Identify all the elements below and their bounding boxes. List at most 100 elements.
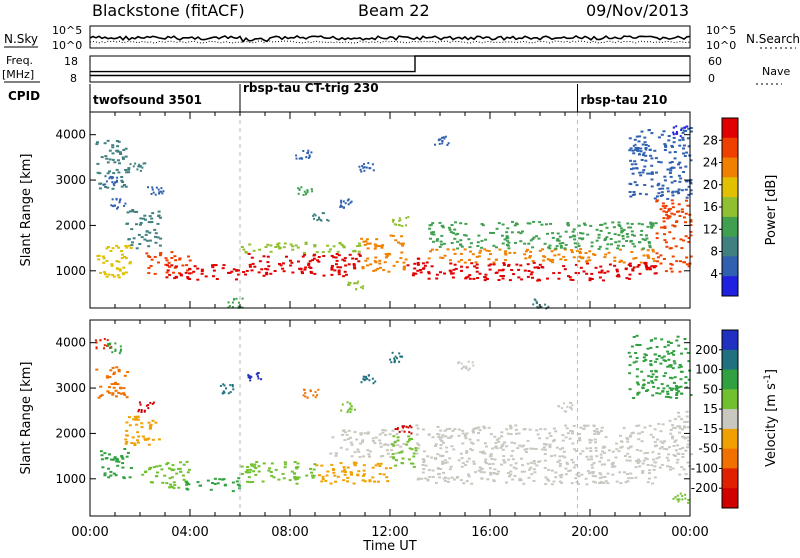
heatmap-cell: [115, 244, 119, 247]
heatmap-cell: [270, 462, 274, 465]
heatmap-cell: [505, 428, 509, 431]
heatmap-cell: [158, 254, 162, 257]
heatmap-cell: [685, 256, 689, 259]
heatmap-cell: [294, 244, 298, 247]
heatmap-cell: [600, 269, 604, 272]
heatmap-cell: [654, 265, 658, 268]
heatmap-cell: [355, 438, 359, 441]
heatmap-cell: [159, 237, 163, 240]
heatmap-cell: [489, 263, 493, 266]
heatmap-cell: [212, 275, 215, 278]
heatmap-cell: [396, 439, 400, 442]
heatmap-cell: [126, 371, 130, 373]
noise-search-line: [89, 40, 691, 44]
scatter-point: [401, 425, 404, 428]
heatmap-cell: [460, 465, 464, 468]
heatmap-cell: [548, 244, 552, 247]
heatmap-cell: [441, 226, 445, 229]
heatmap-cell: [269, 250, 273, 253]
heatmap-cell: [449, 465, 453, 468]
heatmap-cell: [448, 228, 452, 231]
heatmap-cell: [672, 166, 676, 169]
heatmap-cell: [371, 440, 375, 442]
heatmap-cell: [484, 458, 488, 461]
scatter-point: [675, 131, 678, 133]
heatmap-cell: [558, 235, 562, 238]
heatmap-cell: [572, 228, 576, 231]
heatmap-cell: [677, 386, 681, 389]
heatmap-cell: [310, 471, 314, 474]
heatmap-cell: [121, 156, 125, 159]
heatmap-cell: [659, 430, 663, 433]
heatmap-cell: [449, 262, 453, 265]
heatmap-cell: [647, 375, 651, 378]
heatmap-cell: [642, 459, 646, 462]
scatter-point: [147, 407, 150, 410]
heatmap-cell: [393, 441, 397, 444]
scatter-point: [371, 163, 374, 166]
heatmap-cell: [663, 179, 667, 182]
heatmap-cell: [500, 431, 504, 434]
heatmap-cell: [368, 455, 371, 458]
heatmap-cell: [682, 425, 686, 428]
heatmap-cell: [588, 250, 592, 253]
heatmap-cell: [636, 392, 640, 394]
scatter-point: [304, 193, 307, 196]
scatter-point: [140, 409, 143, 411]
heatmap-cell: [412, 452, 416, 455]
heatmap-cell: [619, 482, 623, 485]
heatmap-cell: [106, 139, 110, 142]
heatmap-cell: [116, 383, 120, 386]
heatmap-cell: [664, 145, 668, 148]
heatmap-cell: [125, 455, 129, 458]
heatmap-cell: [632, 361, 636, 364]
x-tick-label: 00:00: [671, 525, 708, 540]
heatmap-cell: [675, 388, 679, 391]
heatmap-cell: [441, 257, 445, 259]
heatmap-cell: [479, 451, 483, 453]
heatmap-cell: [415, 424, 419, 427]
colorbar-tick-label: -50: [698, 442, 718, 456]
heatmap-cell: [630, 251, 634, 253]
heatmap-cell: [494, 446, 498, 449]
heatmap-cell: [557, 271, 561, 274]
heatmap-cell: [618, 261, 622, 263]
heatmap-cell: [250, 464, 254, 467]
heatmap-cell: [160, 468, 164, 471]
heatmap-cell: [507, 458, 511, 461]
scatter-point: [563, 410, 566, 413]
scatter-point: [390, 361, 393, 364]
heatmap-cell: [366, 432, 370, 435]
heatmap-cell: [252, 470, 256, 473]
scatter-point: [347, 203, 350, 206]
heatmap-cell: [536, 279, 540, 282]
heatmap-cell: [336, 266, 340, 269]
heatmap-cell: [296, 462, 300, 465]
heatmap-cell: [673, 362, 677, 365]
heatmap-cell: [589, 224, 593, 227]
heatmap-cell: [293, 472, 296, 475]
heatmap-cell: [279, 264, 283, 267]
colorbar-swatch: [722, 428, 738, 450]
heatmap-cell: [481, 224, 485, 227]
scatter-point: [138, 163, 141, 166]
colorbar-swatch: [722, 369, 738, 390]
heatmap-cell: [650, 185, 654, 188]
heatmap-cell: [357, 470, 361, 473]
heatmap-cell: [553, 439, 556, 442]
nave-label: Nave: [762, 65, 790, 78]
heatmap-cell: [386, 252, 390, 255]
heatmap-cell: [649, 225, 653, 228]
cpid-program-label: rbsp-tau 210: [581, 93, 668, 107]
scatter-point: [558, 405, 561, 408]
heatmap-cell: [673, 180, 677, 183]
heatmap-cell: [661, 184, 665, 187]
heatmap-cell: [510, 231, 514, 234]
heatmap-cell: [115, 460, 119, 463]
colorbar-swatch: [722, 256, 738, 277]
x-tick-label: 20:00: [571, 525, 608, 540]
scatter-point: [304, 392, 307, 395]
heatmap-cell: [682, 468, 686, 471]
heatmap-cell: [603, 451, 607, 454]
velocity-colorbar-label-sup: -1: [763, 374, 773, 383]
